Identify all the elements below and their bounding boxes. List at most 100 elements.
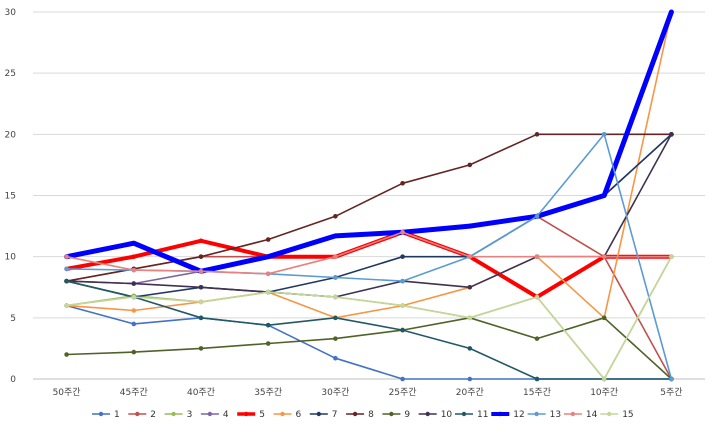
legend-item-15: 15 xyxy=(600,410,634,420)
data-point xyxy=(131,254,137,259)
legend-marker xyxy=(171,411,176,417)
legend-item-13: 13 xyxy=(527,410,561,420)
legend-item-8: 8 xyxy=(346,410,374,420)
data-point xyxy=(64,352,69,357)
data-point xyxy=(400,278,405,284)
x-tick-label: 5주간 xyxy=(660,387,682,398)
legend-marker xyxy=(461,411,467,417)
data-point xyxy=(669,376,674,382)
series-7 xyxy=(64,132,674,300)
data-point xyxy=(400,229,405,235)
series-10 xyxy=(64,132,674,300)
data-point xyxy=(131,321,137,327)
series-line-1 xyxy=(65,304,673,380)
legend-label: 2 xyxy=(150,410,156,420)
data-point xyxy=(333,294,338,300)
series-9 xyxy=(64,315,674,382)
legend-item-2: 2 xyxy=(128,410,156,420)
series-lines xyxy=(64,9,674,382)
data-point xyxy=(534,213,540,219)
data-point xyxy=(64,278,69,284)
data-point xyxy=(265,289,271,295)
legend-marker xyxy=(425,411,430,417)
data-point xyxy=(601,193,607,198)
y-tick-label: 25 xyxy=(5,69,16,79)
legend-marker xyxy=(244,411,249,417)
legend-item-12: 12 xyxy=(491,410,525,420)
legend-label: 14 xyxy=(586,410,598,420)
series-12 xyxy=(64,9,674,274)
data-point xyxy=(534,132,540,137)
data-point xyxy=(400,376,405,382)
y-axis-ticks: 0 5 10 15 20 25 30 xyxy=(5,8,17,385)
y-tick-label: 0 xyxy=(10,375,16,385)
data-point xyxy=(467,223,473,229)
x-tick-label: 50주간 xyxy=(53,387,81,398)
y-tick-label: 10 xyxy=(5,253,17,263)
series-line-4 xyxy=(65,133,673,285)
legend-marker xyxy=(280,411,285,417)
data-point xyxy=(534,294,540,300)
data-point xyxy=(265,254,271,259)
legend-marker xyxy=(534,411,539,417)
data-point xyxy=(467,162,473,168)
legend-label: 6 xyxy=(296,410,302,420)
legend-label: 10 xyxy=(441,410,453,420)
data-point xyxy=(131,281,137,286)
legend-label: 15 xyxy=(622,410,633,420)
x-tick-label: 10주간 xyxy=(590,387,618,398)
legend-marker xyxy=(570,411,576,417)
legend-label: 9 xyxy=(404,410,410,420)
data-point xyxy=(333,355,338,361)
series-15 xyxy=(64,254,674,382)
legend-marker xyxy=(389,411,394,417)
legend-label: 11 xyxy=(477,410,488,420)
data-point xyxy=(669,254,674,259)
data-point xyxy=(467,254,473,259)
series-6 xyxy=(64,9,674,321)
y-tick-label: 30 xyxy=(5,8,17,18)
data-point xyxy=(198,346,204,351)
data-point xyxy=(198,269,204,274)
data-point xyxy=(467,346,473,351)
y-tick-label: 5 xyxy=(10,314,16,324)
data-point xyxy=(198,254,204,259)
data-point xyxy=(601,254,607,259)
legend-label: 4 xyxy=(223,410,229,420)
data-point xyxy=(467,315,473,321)
series-line-15 xyxy=(65,255,673,380)
data-point xyxy=(333,213,338,219)
legend-marker xyxy=(498,411,503,417)
legend-label: 3 xyxy=(187,410,193,420)
legend-label: 12 xyxy=(513,410,524,420)
data-point xyxy=(467,284,473,290)
data-point xyxy=(265,322,271,328)
series-line-12 xyxy=(64,9,674,274)
data-point xyxy=(601,376,607,382)
data-point xyxy=(198,284,204,290)
y-tick-label: 20 xyxy=(5,130,17,140)
legend-marker xyxy=(207,411,213,417)
legend-marker xyxy=(316,411,321,417)
data-point xyxy=(198,299,204,305)
data-point xyxy=(131,349,137,355)
data-point xyxy=(534,376,540,382)
legend-item-11: 11 xyxy=(455,410,488,420)
legend-item-1: 1 xyxy=(92,410,120,420)
data-point xyxy=(400,327,405,333)
legend-item-7: 7 xyxy=(309,410,338,420)
legend-item-10: 10 xyxy=(418,410,453,420)
legend-marker xyxy=(98,411,104,417)
data-point xyxy=(333,275,338,280)
legend-item-4: 4 xyxy=(200,410,229,420)
data-point xyxy=(131,267,137,273)
data-point xyxy=(198,238,204,244)
data-point xyxy=(131,308,137,313)
series-line-9 xyxy=(65,316,673,380)
data-point xyxy=(669,9,674,15)
data-point xyxy=(333,315,338,321)
data-point xyxy=(333,233,338,239)
legend-label: 5 xyxy=(259,410,265,420)
series-1 xyxy=(64,303,674,382)
